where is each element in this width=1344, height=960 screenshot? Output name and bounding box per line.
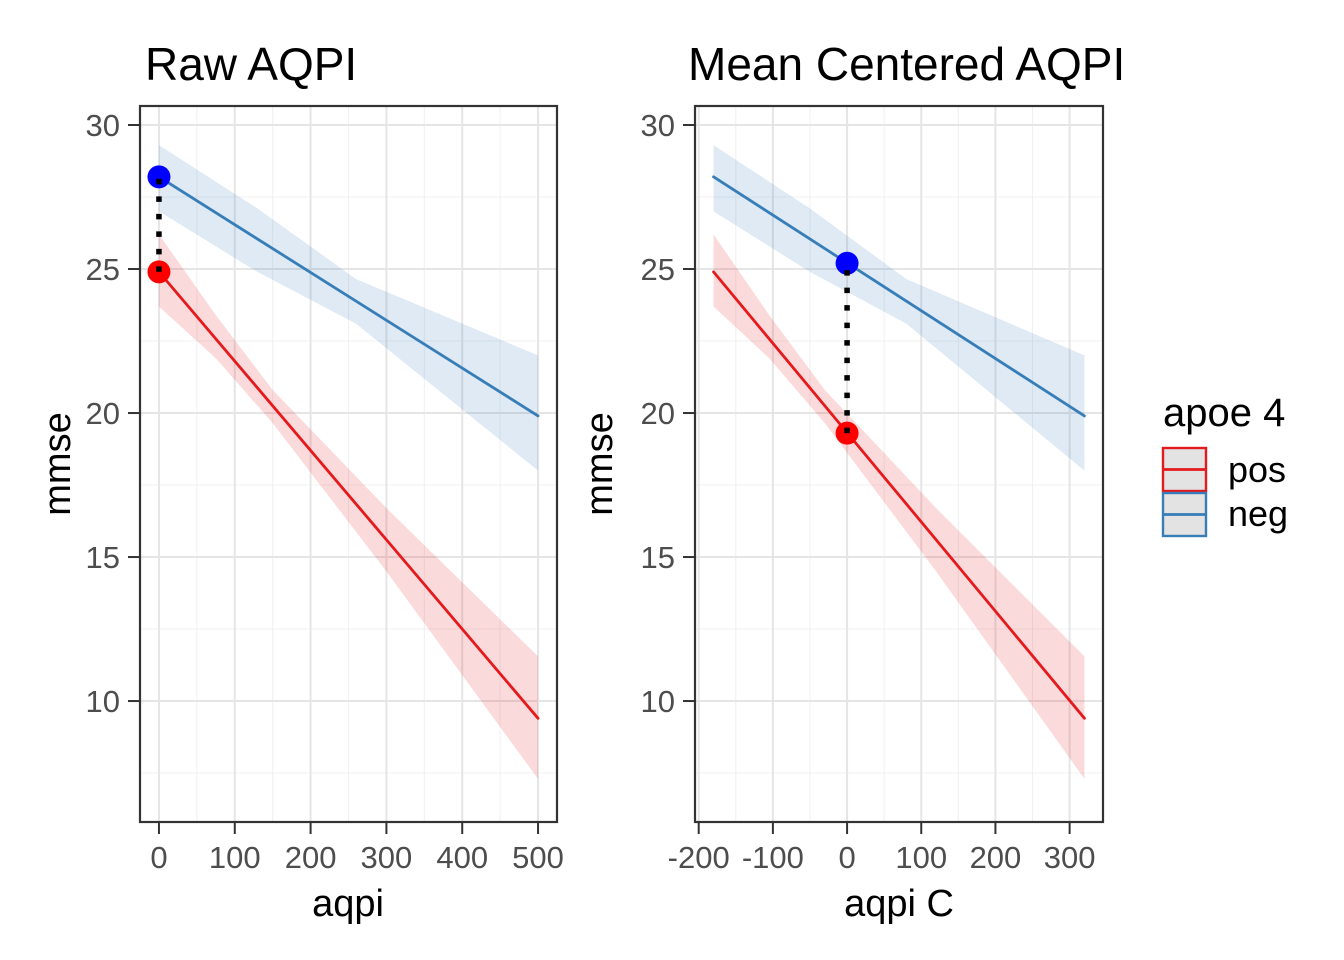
- confidence-ribbon-neg: [713, 145, 1085, 471]
- plot1-title: Raw AQPI: [145, 38, 357, 90]
- y-tick-label: 10: [641, 684, 675, 719]
- confidence-ribbon-neg: [158, 145, 539, 471]
- y-tick-label: 15: [86, 540, 120, 575]
- panel-border: [138, 104, 559, 824]
- legend-label-pos: pos: [1228, 449, 1286, 490]
- x-tick-label: 500: [512, 840, 564, 875]
- plot2-title: Mean Centered AQPI: [688, 38, 1125, 90]
- trend-line-pos: [157, 270, 540, 720]
- y-tick-label: 20: [86, 396, 120, 431]
- panel-background: [695, 106, 1103, 822]
- x-tick-label: 400: [436, 840, 488, 875]
- trend-line-neg: [157, 175, 540, 418]
- legend: apoe 4 pos neg: [1161, 391, 1288, 538]
- x-tick-label: 300: [1044, 840, 1096, 875]
- y-tick-label: 30: [86, 108, 120, 143]
- panel-border: [693, 104, 1105, 824]
- plot1-y-axis-title: mmse: [37, 412, 79, 515]
- trend-line-pos: [712, 270, 1086, 720]
- trend-line-neg: [712, 175, 1086, 418]
- confidence-ribbon-pos: [713, 234, 1085, 779]
- legend-entry-neg: neg: [1161, 491, 1288, 538]
- legend-title: apoe 4: [1163, 391, 1285, 435]
- legend-entry-pos: pos: [1161, 446, 1286, 493]
- x-tick-label: 200: [970, 840, 1022, 875]
- panel-mean-centered-aqpi: -200 -100 0 100 200 300 10 15 20 25 30: [641, 104, 1105, 875]
- x-tick-label: 200: [285, 840, 337, 875]
- y-tick-label: 15: [641, 540, 675, 575]
- plot2-y-axis-title: mmse: [579, 412, 621, 515]
- y-tick-label: 20: [641, 396, 675, 431]
- legend-label-neg: neg: [1228, 493, 1288, 534]
- intercept-point-neg: [835, 251, 859, 275]
- confidence-ribbon-pos: [158, 234, 539, 779]
- plot2-x-axis-title: aqpi C: [844, 883, 954, 925]
- x-tick-label: 300: [361, 840, 413, 875]
- y-tick-label: 30: [641, 108, 675, 143]
- plot1-x-axis-title: aqpi: [312, 883, 384, 925]
- x-tick-label: -100: [742, 840, 804, 875]
- x-tick-label: 100: [895, 840, 947, 875]
- y-tick-label: 25: [641, 252, 675, 287]
- x-tick-label: 0: [150, 840, 167, 875]
- panel-raw-aqpi: 0 100 200 300 400 500 10 15 20 25 30: [86, 104, 564, 875]
- y-tick-label: 10: [86, 684, 120, 719]
- x-tick-label: 0: [838, 840, 855, 875]
- y-tick-label: 25: [86, 252, 120, 287]
- x-tick-label: -200: [668, 840, 730, 875]
- intercept-point-neg: [147, 165, 171, 189]
- x-tick-label: 100: [209, 840, 261, 875]
